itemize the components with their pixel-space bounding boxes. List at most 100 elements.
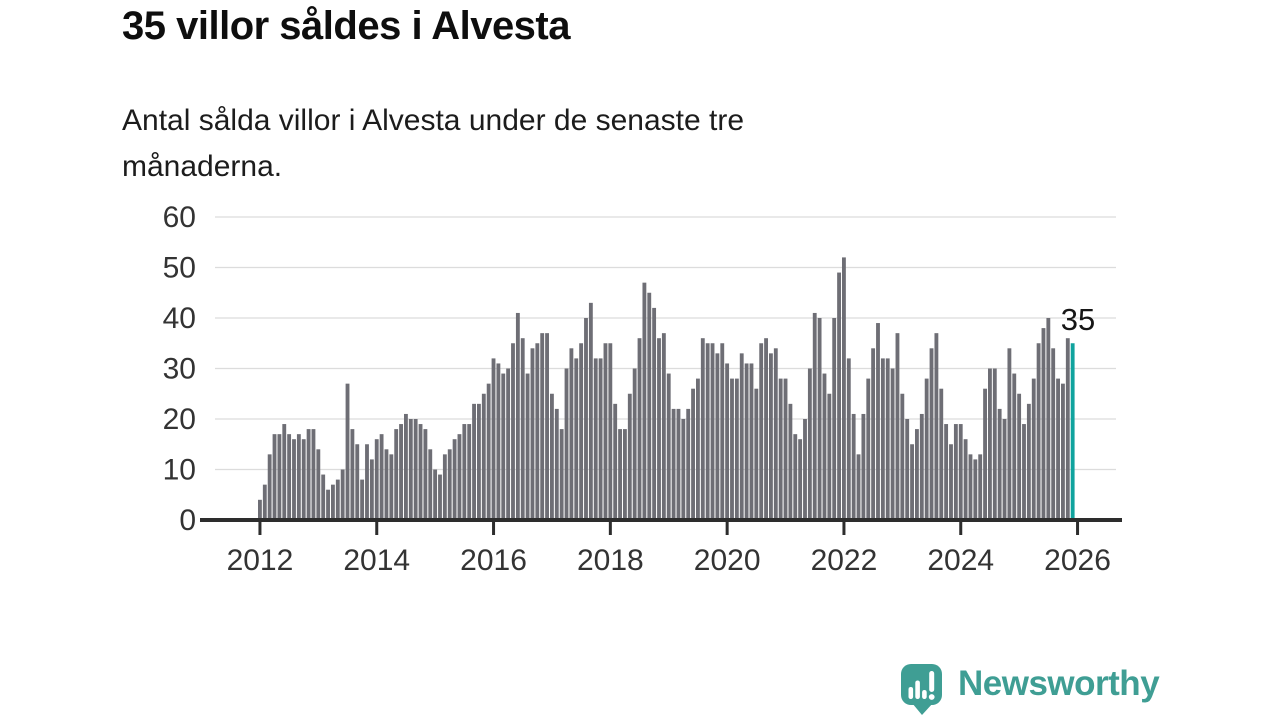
- x-axis-tick-label: 2024: [927, 544, 994, 577]
- x-axis-tick: [1076, 520, 1080, 535]
- bar: [846, 358, 851, 520]
- bar: [554, 408, 559, 520]
- bar: [647, 292, 652, 520]
- bar: [301, 439, 306, 520]
- bar: [725, 363, 730, 520]
- x-axis-tick-label: 2020: [694, 544, 761, 577]
- bar: [262, 484, 267, 520]
- highlighted-bar: [1070, 343, 1075, 520]
- bar: [696, 378, 700, 520]
- bar: [296, 434, 301, 520]
- bar: [958, 424, 963, 520]
- bar: [949, 444, 953, 520]
- x-axis-tick: [375, 520, 379, 535]
- bar: [447, 449, 452, 520]
- x-axis-line: [200, 518, 1122, 522]
- bar: [637, 338, 642, 520]
- bar: [613, 403, 618, 520]
- bar: [496, 363, 501, 520]
- bar: [550, 393, 554, 520]
- bar: [316, 449, 321, 520]
- bar: [506, 368, 511, 520]
- bar: [773, 348, 778, 520]
- bar: [720, 343, 725, 520]
- bar: [822, 373, 827, 520]
- bar: [331, 484, 335, 520]
- bar: [1012, 373, 1017, 520]
- bar: [442, 454, 447, 520]
- bar: [1026, 403, 1031, 520]
- bar: [861, 413, 866, 520]
- bar: [642, 282, 647, 520]
- bar: [408, 419, 413, 520]
- bar: [579, 343, 584, 520]
- bar: [545, 333, 549, 520]
- bar: [1056, 378, 1060, 520]
- bar: [764, 338, 768, 520]
- bar: [929, 348, 934, 520]
- bar: [968, 454, 973, 520]
- chart-subtitle-line2: månaderna.: [122, 150, 283, 183]
- bar: [895, 333, 900, 520]
- bar: [744, 363, 749, 520]
- bar: [778, 378, 783, 520]
- bar: [452, 439, 457, 520]
- bar: [574, 358, 579, 520]
- bar: [1046, 318, 1051, 520]
- bar: [569, 348, 574, 520]
- bar: [564, 368, 569, 520]
- bar: [540, 333, 545, 520]
- bar: [730, 378, 734, 520]
- bar: [866, 378, 871, 520]
- chart-subtitle: Antal sålda villor i Alvesta under de se…: [122, 98, 744, 190]
- bar: [759, 343, 764, 520]
- bar: [423, 429, 428, 520]
- bar: [258, 499, 262, 520]
- bar: [525, 373, 530, 520]
- bar: [876, 323, 880, 520]
- bar: [700, 338, 705, 520]
- bar: [1051, 348, 1056, 520]
- bar: [515, 312, 520, 520]
- bar: [973, 459, 978, 520]
- y-axis-tick-label: 0: [179, 504, 196, 537]
- bar: [793, 434, 798, 520]
- bar: [603, 343, 608, 520]
- bar: [584, 318, 588, 520]
- bar: [399, 424, 403, 520]
- bar: [842, 257, 846, 520]
- bar: [807, 368, 812, 520]
- bar: [963, 439, 968, 520]
- bar: [598, 358, 603, 520]
- bar: [486, 383, 491, 520]
- bar: [812, 312, 817, 520]
- bar: [880, 358, 885, 520]
- bar: [798, 439, 803, 520]
- bar: [1007, 348, 1012, 520]
- bar: [1002, 419, 1007, 520]
- bar: [379, 434, 384, 520]
- y-axis-tick-label: 50: [163, 252, 196, 285]
- bar: [618, 429, 622, 520]
- bar: [559, 429, 564, 520]
- bar: [535, 343, 540, 520]
- bar: [491, 358, 496, 520]
- bar: [1041, 328, 1046, 520]
- x-axis-tick-label: 2026: [1044, 544, 1111, 577]
- bar: [871, 348, 876, 520]
- bar: [501, 373, 506, 520]
- bar: [355, 444, 360, 520]
- bar: [511, 343, 515, 520]
- bar: [924, 378, 929, 520]
- bar: [340, 469, 345, 520]
- bar: [783, 378, 788, 520]
- bar: [953, 424, 958, 520]
- bar: [438, 474, 442, 520]
- bar: [632, 368, 637, 520]
- bar: [691, 388, 695, 520]
- bar: [885, 358, 890, 520]
- bar: [593, 358, 598, 520]
- bar: [369, 459, 374, 520]
- bar: [944, 424, 949, 520]
- bar: [418, 424, 423, 520]
